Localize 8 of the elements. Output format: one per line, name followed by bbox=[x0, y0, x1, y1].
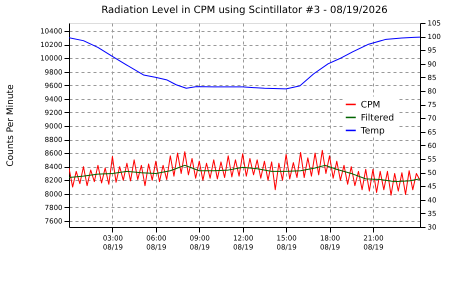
line-series bbox=[69, 164, 420, 182]
chart-title: Radiation Level in CPM using Scintillator #3 - 08/19/2026 bbox=[101, 5, 388, 16]
line-series bbox=[69, 150, 420, 196]
y-axis-title: Counts Per Minute bbox=[6, 84, 16, 167]
legend-label: Filtered bbox=[360, 113, 394, 124]
legend-label: Temp bbox=[360, 126, 386, 136]
legend-label: CPM bbox=[360, 100, 380, 110]
line-series bbox=[69, 36, 420, 90]
